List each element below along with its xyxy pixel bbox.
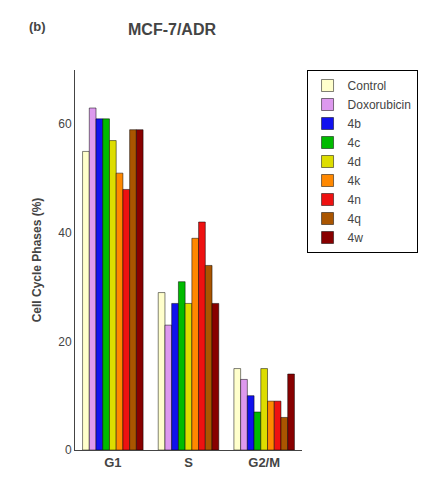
svg-text:4k: 4k <box>348 174 362 188</box>
svg-text:(b): (b) <box>29 19 46 34</box>
svg-text:40: 40 <box>58 226 72 240</box>
svg-text:G1: G1 <box>104 455 121 470</box>
svg-text:4c: 4c <box>348 136 361 150</box>
svg-text:Cell Cycle Phases (%): Cell Cycle Phases (%) <box>30 198 44 323</box>
svg-text:60: 60 <box>58 117 72 131</box>
svg-text:4w: 4w <box>348 231 364 245</box>
svg-text:20: 20 <box>58 335 72 349</box>
svg-text:G2/M: G2/M <box>248 455 280 470</box>
svg-text:4n: 4n <box>348 193 361 207</box>
svg-text:Control: Control <box>348 79 387 93</box>
svg-text:4b: 4b <box>348 117 362 131</box>
svg-text:4q: 4q <box>348 212 361 226</box>
svg-text:0: 0 <box>65 443 72 457</box>
svg-text:Doxorubicin: Doxorubicin <box>348 98 411 112</box>
svg-text:4d: 4d <box>348 155 361 169</box>
svg-text:MCF-7/ADR: MCF-7/ADR <box>128 21 216 38</box>
svg-text:S: S <box>184 455 193 470</box>
